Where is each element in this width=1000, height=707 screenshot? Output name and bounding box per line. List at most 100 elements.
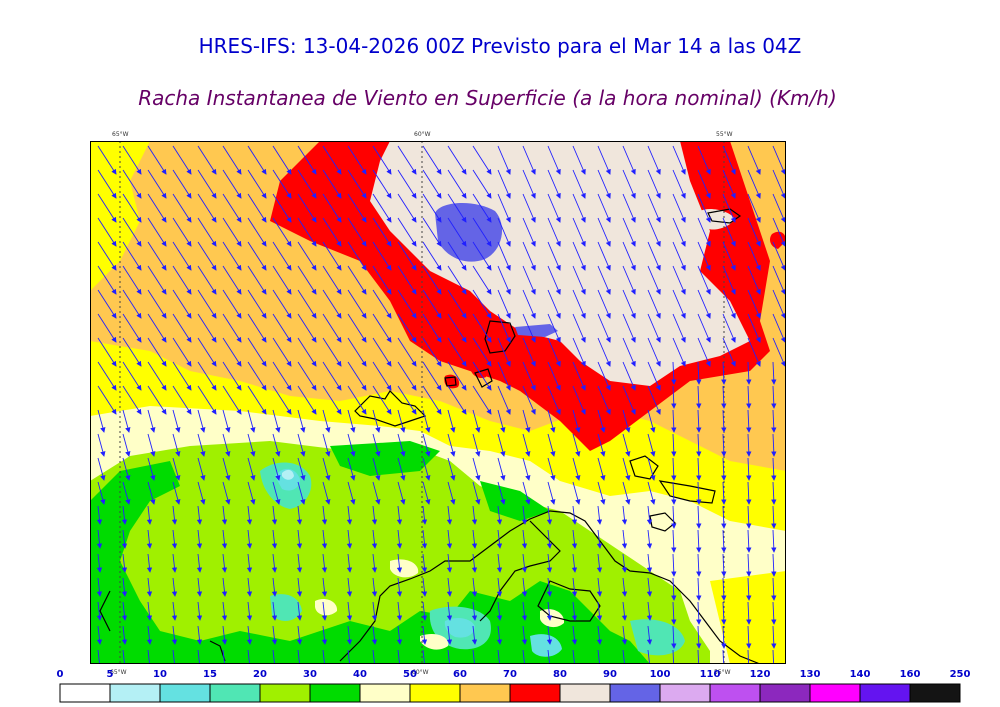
- wind-arrow: [396, 625, 403, 645]
- wind-arrow: [471, 577, 478, 597]
- wind-arrow: [721, 505, 727, 529]
- wind-arrow: [397, 265, 417, 295]
- wind-arrow: [422, 481, 431, 505]
- wind-arrow: [321, 601, 328, 621]
- wind-arrow: [572, 361, 586, 391]
- wind-arrow: [171, 601, 178, 621]
- legend-level-label: 30: [303, 669, 317, 680]
- wind-arrow: [547, 481, 556, 505]
- lon-label-55w: 55°W: [716, 131, 733, 138]
- wind-arrow: [247, 241, 267, 271]
- wind-arrow: [597, 385, 611, 415]
- wind-arrow: [721, 409, 727, 433]
- wind-arrow: [221, 553, 228, 573]
- wind-arrow: [147, 457, 156, 481]
- wind-arrow: [621, 529, 628, 549]
- wind-arrow: [722, 193, 736, 223]
- wind-arrow: [372, 481, 381, 505]
- wind-arrow: [196, 649, 203, 664]
- wind-arrow: [497, 169, 511, 199]
- wind-arrow: [596, 625, 603, 645]
- wind-arrow: [172, 481, 181, 505]
- wind-arrow: [646, 553, 653, 573]
- legend-color-box: [909, 683, 961, 703]
- wind-arrow: [272, 409, 281, 433]
- wind-arrow: [397, 313, 417, 343]
- wind-arrow: [647, 433, 656, 457]
- wind-arrow: [197, 457, 206, 481]
- wind-arrow: [547, 145, 561, 175]
- wind-arrow: [97, 217, 117, 247]
- wind-arrow: [646, 649, 653, 664]
- wind-arrow: [646, 625, 653, 645]
- wind-arrow: [446, 649, 453, 664]
- legend-color-box: [509, 683, 561, 703]
- wind-arrow: [172, 313, 192, 343]
- wind-arrow: [147, 193, 167, 223]
- wind-arrow: [347, 385, 367, 415]
- wind-arrow: [547, 169, 561, 199]
- wind-arrow: [721, 457, 727, 481]
- wind-arrow: [747, 193, 761, 223]
- wind-arrow: [547, 313, 561, 343]
- wind-arrow: [122, 337, 142, 367]
- wind-arrow: [772, 313, 786, 343]
- wind-arrow: [596, 505, 603, 525]
- wind-arrow: [671, 481, 677, 505]
- wind-arrow: [422, 289, 442, 319]
- wind-arrow: [522, 313, 536, 343]
- wind-arrow: [297, 409, 306, 433]
- wind-arrow: [172, 337, 192, 367]
- wind-arrow: [596, 577, 603, 597]
- wind-arrow: [147, 217, 167, 247]
- wind-arrow: [771, 505, 777, 529]
- wind-arrow: [697, 193, 711, 223]
- wind-arrow: [672, 169, 686, 199]
- wind-arrow: [97, 169, 117, 199]
- wind-arrow: [122, 409, 131, 433]
- wind-arrow: [147, 169, 167, 199]
- wind-arrow: [447, 457, 456, 481]
- wind-arrow: [697, 289, 711, 319]
- wind-arrow: [547, 457, 556, 481]
- wind-arrow: [346, 649, 353, 664]
- wind-arrow: [172, 265, 192, 295]
- wind-arrow: [321, 553, 328, 573]
- wind-arrow: [696, 505, 702, 529]
- wind-gust-map: [90, 141, 786, 664]
- wind-arrow: [122, 313, 142, 343]
- wind-arrow: [721, 385, 727, 409]
- wind-arrow: [171, 529, 178, 549]
- wind-arrow: [322, 265, 342, 295]
- wind-arrow: [522, 169, 536, 199]
- wind-arrow: [522, 289, 536, 319]
- wind-arrow: [422, 241, 442, 271]
- wind-arrow: [272, 361, 292, 391]
- wind-arrow: [371, 529, 378, 549]
- wind-arrow: [572, 409, 581, 433]
- wind-arrow: [496, 553, 503, 573]
- wind-arrow: [347, 193, 367, 223]
- wind-arrow: [597, 337, 611, 367]
- wind-arrow: [371, 649, 378, 664]
- wind-arrow: [222, 337, 242, 367]
- wind-arrow: [597, 193, 611, 223]
- wind-arrow: [222, 169, 242, 199]
- map-subtitle: Racha Instantanea de Viento en Superfici…: [138, 86, 837, 110]
- wind-arrow: [447, 217, 467, 247]
- wind-arrow: [647, 145, 661, 175]
- wind-arrow: [122, 457, 131, 481]
- wind-arrow: [347, 217, 367, 247]
- wind-arrow: [747, 145, 761, 175]
- wind-arrow: [672, 241, 686, 271]
- wind-arrow: [421, 577, 428, 597]
- wind-arrow: [321, 577, 328, 597]
- wind-arrow: [322, 385, 342, 415]
- wind-arrow: [622, 217, 636, 247]
- wind-arrow: [522, 217, 536, 247]
- legend-color-box: [259, 683, 311, 703]
- wind-arrow: [771, 529, 777, 553]
- wind-arrow: [197, 265, 217, 295]
- wind-arrow: [297, 313, 317, 343]
- legend-color-box: [709, 683, 761, 703]
